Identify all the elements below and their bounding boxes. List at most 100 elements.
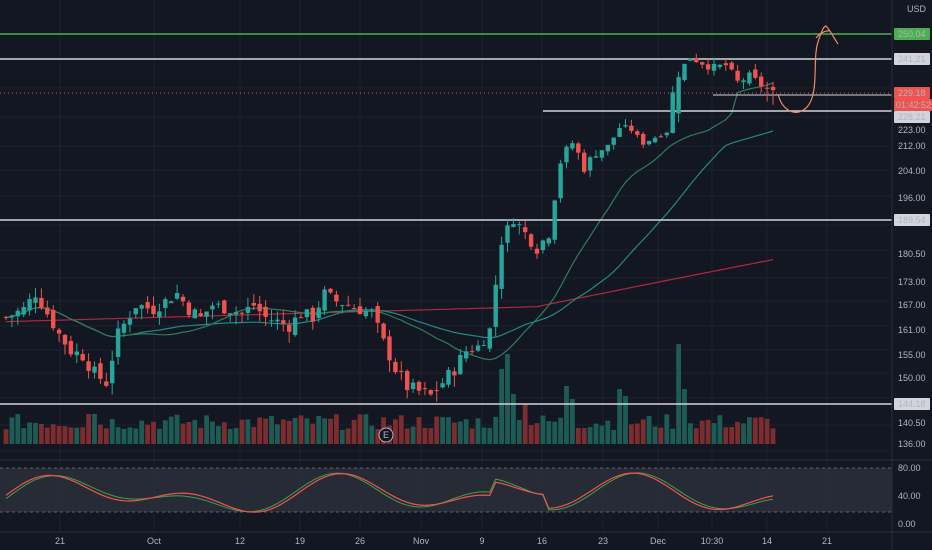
price-tag-background — [894, 111, 930, 123]
candle-body — [269, 320, 274, 322]
volume-bar — [151, 421, 156, 444]
price-axis-label: 136.00 — [898, 439, 926, 449]
volume-bar — [115, 427, 121, 444]
candle-body — [245, 307, 251, 313]
volume-bar — [351, 419, 357, 444]
candle-body — [611, 137, 616, 145]
volume-bar — [44, 427, 50, 444]
volume-bar — [528, 425, 534, 444]
volume-bar — [233, 428, 239, 444]
candle-body — [381, 323, 386, 339]
earnings-marker[interactable]: E — [378, 427, 394, 443]
candle-body — [605, 144, 610, 152]
candle-body — [452, 371, 457, 376]
time-axis-label: 12 — [235, 536, 245, 546]
candle-body — [3, 316, 9, 318]
time-axis-label: 10:30 — [701, 536, 724, 546]
candle-body — [334, 294, 339, 302]
time-axis-label: Dec — [650, 536, 667, 546]
time-axis[interactable]: 21 Oct 12 19 26 Nov 9 16 23 Dec 10:30 14 21 — [0, 531, 932, 546]
volume-bar — [729, 427, 735, 444]
volume-bar — [363, 414, 369, 444]
volume-bar — [121, 428, 127, 444]
volume-bar — [322, 418, 327, 444]
volume-bar — [475, 418, 481, 444]
volume-bar — [481, 427, 487, 444]
candle-body — [186, 302, 192, 315]
candle-body — [587, 157, 593, 171]
oscillator-band — [0, 468, 892, 512]
candle-body — [747, 72, 752, 84]
candle-body — [635, 131, 640, 135]
candle-body — [582, 152, 587, 172]
candle-body — [764, 87, 770, 89]
candle-body — [133, 308, 138, 315]
volume-bar — [735, 421, 740, 444]
candle-body — [399, 370, 404, 372]
price-tag-background — [894, 398, 930, 410]
price-axis-label: 223.00 — [898, 125, 926, 135]
volume-bar — [139, 420, 145, 444]
candle-body — [346, 304, 351, 306]
volume-bar — [133, 428, 139, 444]
volume-bar — [221, 422, 227, 444]
candle-body — [481, 344, 487, 346]
volume-bar — [92, 414, 97, 444]
candle-body — [741, 80, 746, 83]
time-axis-label: 23 — [598, 536, 608, 546]
volume-bar — [487, 427, 493, 444]
price-axis-label: 150.00 — [898, 373, 926, 383]
candle-body — [163, 299, 168, 308]
time-axis-label: Oct — [147, 536, 162, 546]
price-axis-label: 140.50 — [898, 418, 926, 428]
candle-body — [322, 289, 327, 311]
candle-body — [735, 70, 740, 81]
candle-body — [228, 313, 233, 316]
candle-body — [127, 318, 133, 325]
volume-bar — [599, 425, 605, 444]
price-axis-label: 167.00 — [898, 300, 926, 310]
candle-body — [292, 317, 298, 335]
candle-body — [670, 92, 675, 133]
candle-body — [676, 77, 681, 114]
stochastic-k-line — [5, 472, 774, 513]
candle-body — [646, 140, 652, 145]
candle-body — [458, 354, 463, 375]
price-axis-label: 228.21 — [898, 112, 926, 122]
candle-body — [39, 297, 44, 308]
volume-bar — [670, 428, 676, 444]
candle-body — [192, 309, 197, 319]
candle-body — [711, 64, 717, 71]
candle-body — [121, 323, 127, 333]
candle-body — [51, 309, 56, 329]
countdown-tag-background — [894, 99, 932, 111]
volume-bar — [605, 420, 611, 444]
candle-body — [428, 390, 433, 395]
volume-bar — [292, 417, 298, 444]
volume-bar — [21, 428, 27, 444]
volume-bar — [646, 416, 652, 444]
volume-bar — [109, 419, 115, 444]
volume-bar — [80, 427, 86, 444]
time-axis-label: 21 — [55, 536, 65, 546]
price-tag-background — [894, 53, 930, 65]
candle-body — [15, 310, 20, 317]
candle-body — [251, 302, 256, 306]
volume-bar — [3, 429, 9, 444]
volume-bar — [369, 425, 375, 444]
candle-body — [700, 62, 705, 65]
volume-bar — [634, 423, 640, 444]
price-axis-label: 161.00 — [898, 325, 926, 335]
candle-body — [499, 244, 504, 289]
candle-body — [145, 302, 150, 309]
volume-bar — [505, 354, 510, 444]
volume-bar — [652, 426, 658, 444]
candle-body — [517, 224, 522, 226]
candle-body — [21, 307, 26, 315]
volume-bar — [611, 429, 617, 444]
candle-body — [688, 58, 693, 61]
volume-bar — [345, 428, 351, 444]
volume-bar — [446, 417, 451, 444]
